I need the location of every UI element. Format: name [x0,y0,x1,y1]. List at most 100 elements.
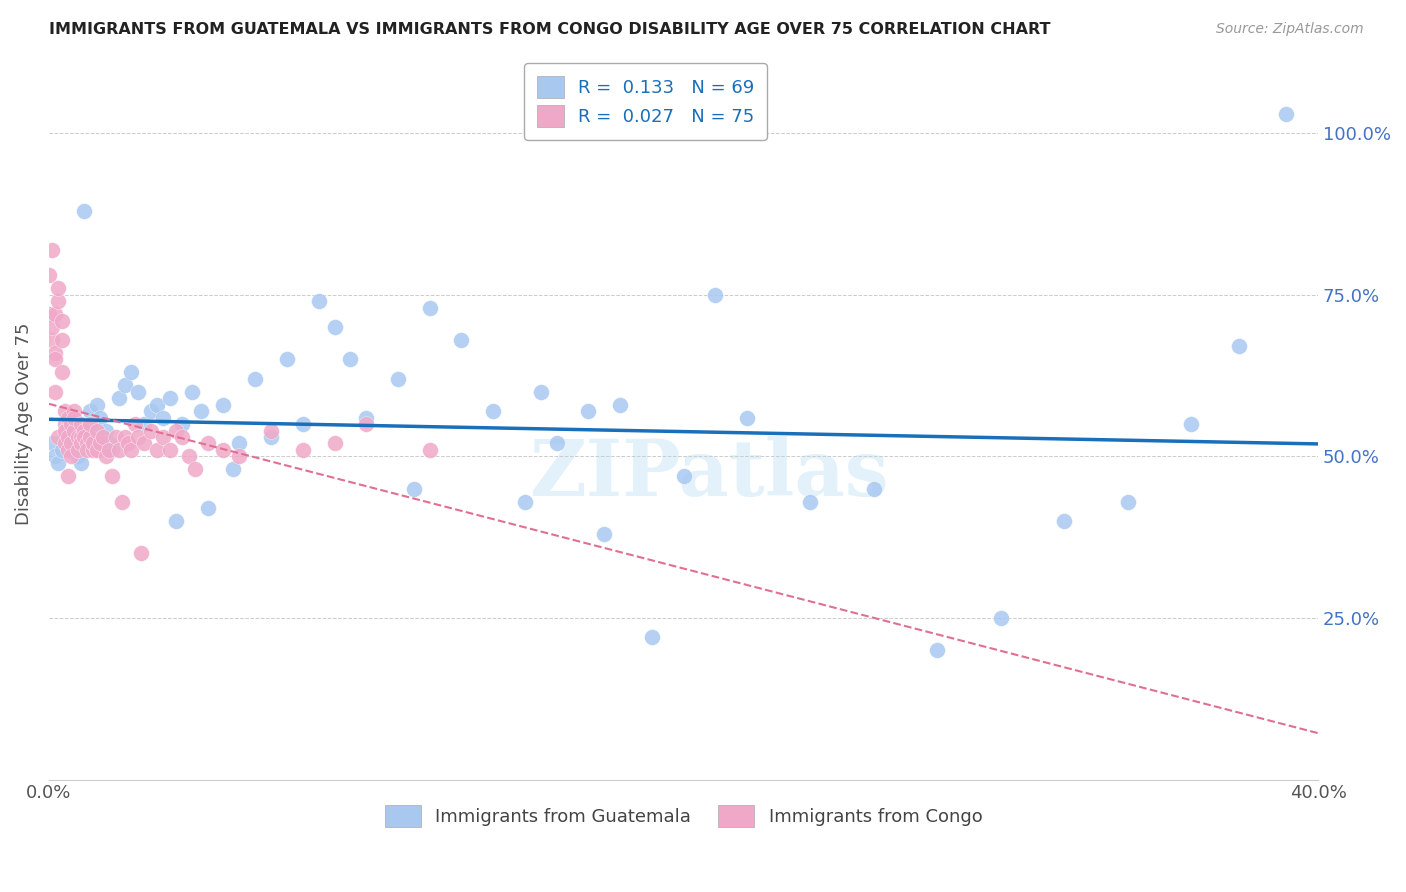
Point [53,404,76,418]
Point [1053,514,1076,528]
Point [53,436,76,450]
Point [323,436,346,450]
Point [89,436,111,450]
Point [291,417,314,431]
Point [56,442,79,457]
Point [82,417,104,431]
Point [146,442,169,457]
Point [482,404,505,418]
Point [63,442,86,457]
Point [146,398,169,412]
Point [48,294,70,309]
Point [387,372,409,386]
Point [73,203,96,218]
Point [86,424,108,438]
Point [114,430,136,444]
Point [53,417,76,431]
Y-axis label: Disability Age Over 75: Disability Age Over 75 [15,323,32,525]
Point [60,450,83,464]
Point [44,307,66,321]
Point [152,410,174,425]
Point [66,442,89,457]
Point [1275,107,1298,121]
Point [44,352,66,367]
Point [134,417,156,431]
Point [41,436,63,450]
Point [1116,494,1139,508]
Point [94,450,117,464]
Point [184,462,207,476]
Point [593,527,616,541]
Point [51,365,73,379]
Point [60,424,83,438]
Point [53,430,76,444]
Point [69,436,91,450]
Point [159,391,181,405]
Point [66,430,89,444]
Point [927,643,949,657]
Point [38,307,60,321]
Point [73,424,96,438]
Point [124,417,146,431]
Point [76,436,98,450]
Point [56,430,79,444]
Point [863,482,886,496]
Point [419,442,441,457]
Point [53,424,76,438]
Point [1227,339,1250,353]
Point [180,384,202,399]
Point [66,450,89,464]
Point [91,430,114,444]
Point [82,442,104,457]
Point [672,468,695,483]
Point [98,436,121,450]
Point [799,494,821,508]
Point [127,430,149,444]
Point [86,442,108,457]
Legend: Immigrants from Guatemala, Immigrants from Congo: Immigrants from Guatemala, Immigrants fr… [377,798,990,835]
Point [79,430,101,444]
Text: IMMIGRANTS FROM GUATEMALA VS IMMIGRANTS FROM CONGO DISABILITY AGE OVER 75 CORREL: IMMIGRANTS FROM GUATEMALA VS IMMIGRANTS … [49,22,1050,37]
Point [197,436,219,450]
Point [172,417,194,431]
Point [56,436,79,450]
Point [323,320,346,334]
Point [159,442,181,457]
Point [111,494,134,508]
Point [76,442,98,457]
Point [98,442,121,457]
Point [48,456,70,470]
Point [129,546,152,560]
Point [121,365,143,379]
Point [63,410,86,425]
Point [44,346,66,360]
Point [197,501,219,516]
Point [245,372,267,386]
Point [121,442,143,457]
Point [308,294,330,309]
Point [228,436,250,450]
Point [107,391,129,405]
Point [152,430,174,444]
Text: Source: ZipAtlas.com: Source: ZipAtlas.com [1216,22,1364,37]
Point [63,424,86,438]
Point [51,313,73,327]
Point [82,436,104,450]
Point [513,494,536,508]
Point [41,320,63,334]
Point [165,514,187,528]
Point [41,333,63,347]
Point [51,333,73,347]
Point [60,417,83,431]
Text: ZIPatlas: ZIPatlas [529,436,889,512]
Point [576,404,599,418]
Point [48,281,70,295]
Point [641,631,664,645]
Point [73,430,96,444]
Point [177,450,200,464]
Point [107,442,129,457]
Point [86,398,108,412]
Point [76,436,98,450]
Point [212,398,235,412]
Point [291,442,314,457]
